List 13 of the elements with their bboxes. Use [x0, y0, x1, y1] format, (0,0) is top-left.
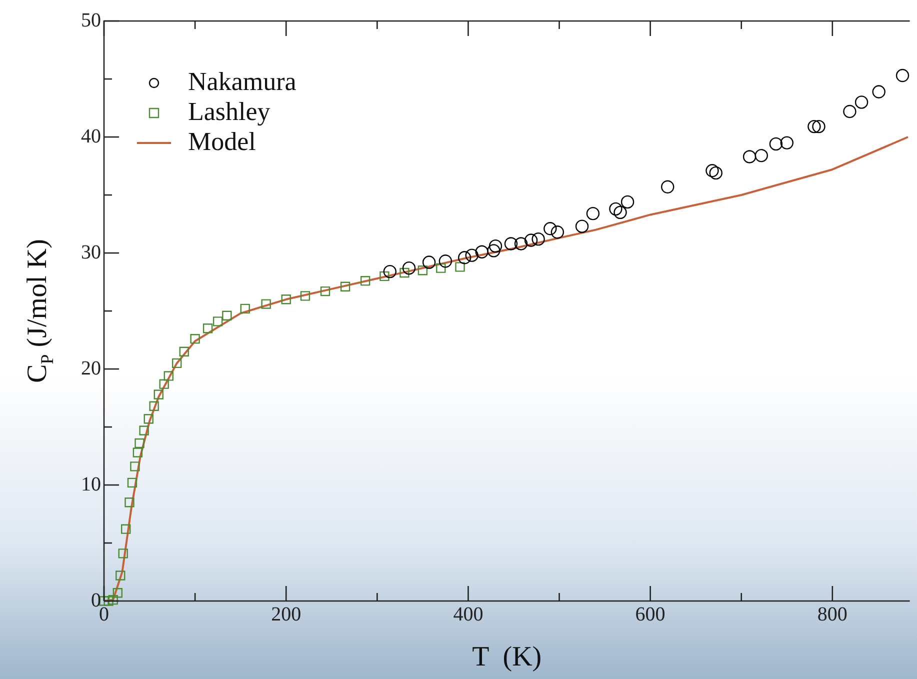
- x-tick-label: 600: [635, 603, 666, 626]
- x-tick-label: 800: [817, 603, 848, 626]
- x-axis-title: T (K): [472, 642, 542, 673]
- y-tick-label: 20: [81, 357, 101, 380]
- y-tick-label: 40: [81, 125, 101, 148]
- y-tick-label: 10: [81, 473, 101, 496]
- y-tick-label: 30: [81, 241, 101, 264]
- y-tick-label: 50: [81, 9, 101, 32]
- legend-label: Nakamura: [188, 66, 297, 96]
- legend-label: Lashley: [188, 96, 270, 126]
- legend-label: Model: [188, 126, 256, 156]
- x-tick-label: 200: [271, 603, 302, 626]
- x-tick-label: 400: [453, 603, 484, 626]
